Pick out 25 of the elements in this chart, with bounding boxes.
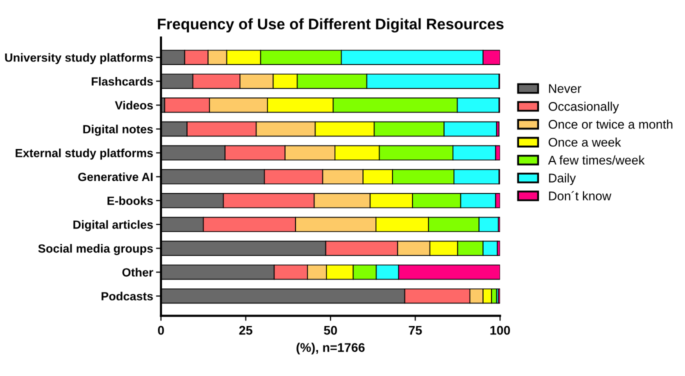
y-tick-label: Videos (114, 100, 153, 110)
y-tick-label: Social media groups (38, 244, 153, 256)
y-tick-label: Flashcards (92, 76, 153, 86)
x-tick-label: 50 (324, 326, 337, 335)
y-tick-label: External study platforms (16, 148, 153, 160)
legend-label: Once or twice a month (548, 120, 672, 129)
legend-label: A few times/week (548, 155, 645, 165)
legend-label: Occasionally (548, 102, 619, 114)
legend-label: Don´t know (549, 191, 612, 200)
x-tick-label: 75 (408, 326, 422, 335)
chart-title: Frequency of Use of Different Digital Resources (158, 18, 504, 33)
y-tick-label: Digital notes (83, 124, 153, 136)
y-tick-label: Podcasts (102, 292, 153, 300)
x-tick-label: 25 (239, 326, 252, 335)
x-tick-label: 100 (490, 326, 510, 335)
y-tick-label: Digital articles (73, 220, 153, 232)
x-tick-label: 0 (158, 326, 164, 335)
legend-label: Once a week (548, 138, 622, 147)
y-tick-label: Other (122, 268, 154, 277)
y-tick-label: University study platforms (5, 53, 153, 64)
y-tick-label: Generative AI (78, 172, 153, 182)
legend-label: Never (549, 84, 582, 93)
x-axis-title: (%), n=1766 (296, 342, 365, 354)
y-tick-label: E-books (108, 196, 153, 205)
legend-label: Daily (549, 173, 576, 185)
